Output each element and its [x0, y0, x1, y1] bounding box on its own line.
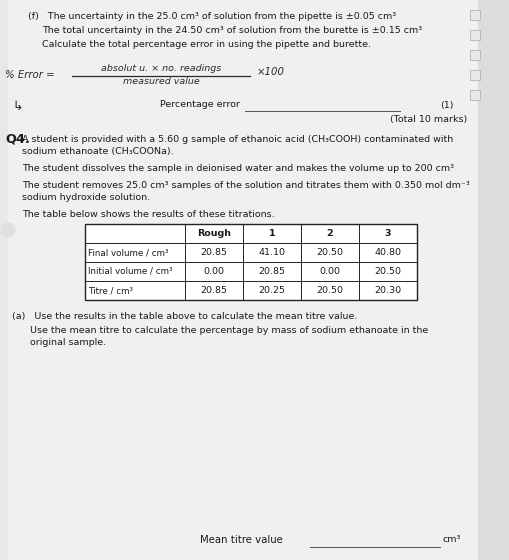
Text: 41.10: 41.10 — [259, 248, 286, 257]
Text: 40.80: 40.80 — [375, 248, 402, 257]
Text: ↳: ↳ — [12, 100, 22, 113]
Circle shape — [1, 223, 15, 237]
Text: 20.50: 20.50 — [317, 248, 344, 257]
Text: % Error =: % Error = — [5, 70, 54, 80]
Text: 0.00: 0.00 — [204, 267, 224, 276]
Text: ×100: ×100 — [257, 67, 285, 77]
Text: (Total 10 marks): (Total 10 marks) — [390, 115, 467, 124]
Text: (a)   Use the results in the table above to calculate the mean titre value.: (a) Use the results in the table above t… — [12, 312, 357, 321]
Text: Initial volume / cm³: Initial volume / cm³ — [88, 267, 173, 276]
Text: measured value: measured value — [123, 77, 200, 86]
Bar — [0, 0, 8, 560]
Bar — [470, 10, 480, 20]
Bar — [470, 70, 480, 80]
Text: 0.00: 0.00 — [320, 267, 341, 276]
Bar — [470, 30, 480, 40]
Text: Mean titre value: Mean titre value — [200, 535, 283, 545]
Text: (f)   The uncertainty in the 25.0 cm³ of solution from the pipette is ±0.05 cm³: (f) The uncertainty in the 25.0 cm³ of s… — [28, 12, 396, 21]
Text: A student is provided with a 5.60 g sample of ethanoic acid (CH₃COOH) contaminat: A student is provided with a 5.60 g samp… — [22, 135, 453, 144]
Text: 1: 1 — [269, 229, 275, 238]
Text: 20.50: 20.50 — [375, 267, 402, 276]
Text: 3: 3 — [385, 229, 391, 238]
Text: Calculate the total percentage error in using the pipette and burette.: Calculate the total percentage error in … — [42, 40, 371, 49]
Text: Rough: Rough — [197, 229, 231, 238]
Text: original sample.: original sample. — [30, 338, 106, 347]
Text: Titre / cm³: Titre / cm³ — [88, 286, 133, 295]
Bar — [85, 224, 417, 300]
Text: 20.30: 20.30 — [375, 286, 402, 295]
Text: The student dissolves the sample in deionised water and makes the volume up to 2: The student dissolves the sample in deio… — [22, 164, 454, 173]
Text: 20.85: 20.85 — [201, 286, 228, 295]
Text: The student removes 25.0 cm³ samples of the solution and titrates them with 0.35: The student removes 25.0 cm³ samples of … — [22, 181, 470, 190]
Text: Q4.: Q4. — [5, 133, 30, 146]
Text: Use the mean titre to calculate the percentage by mass of sodium ethanoate in th: Use the mean titre to calculate the perc… — [30, 326, 428, 335]
Text: (1): (1) — [440, 101, 454, 110]
Text: sodium ethanoate (CH₃COONa).: sodium ethanoate (CH₃COONa). — [22, 147, 174, 156]
Bar — [85, 224, 417, 300]
Text: 2: 2 — [327, 229, 333, 238]
Text: The table below shows the results of these titrations.: The table below shows the results of the… — [22, 210, 275, 219]
Text: Percentage error: Percentage error — [160, 100, 240, 109]
Text: 20.50: 20.50 — [317, 286, 344, 295]
Text: Final volume / cm³: Final volume / cm³ — [88, 248, 168, 257]
Text: 20.85: 20.85 — [259, 267, 286, 276]
Bar — [470, 90, 480, 100]
Bar — [478, 0, 509, 560]
Text: sodium hydroxide solution.: sodium hydroxide solution. — [22, 193, 150, 202]
Text: 20.25: 20.25 — [259, 286, 286, 295]
Bar — [470, 50, 480, 60]
Text: absolut u. × no. readings: absolut u. × no. readings — [101, 64, 221, 73]
Text: 20.85: 20.85 — [201, 248, 228, 257]
Text: The total uncertainty in the 24.50 cm³ of solution from the burette is ±0.15 cm³: The total uncertainty in the 24.50 cm³ o… — [42, 26, 422, 35]
Text: cm³: cm³ — [443, 535, 461, 544]
